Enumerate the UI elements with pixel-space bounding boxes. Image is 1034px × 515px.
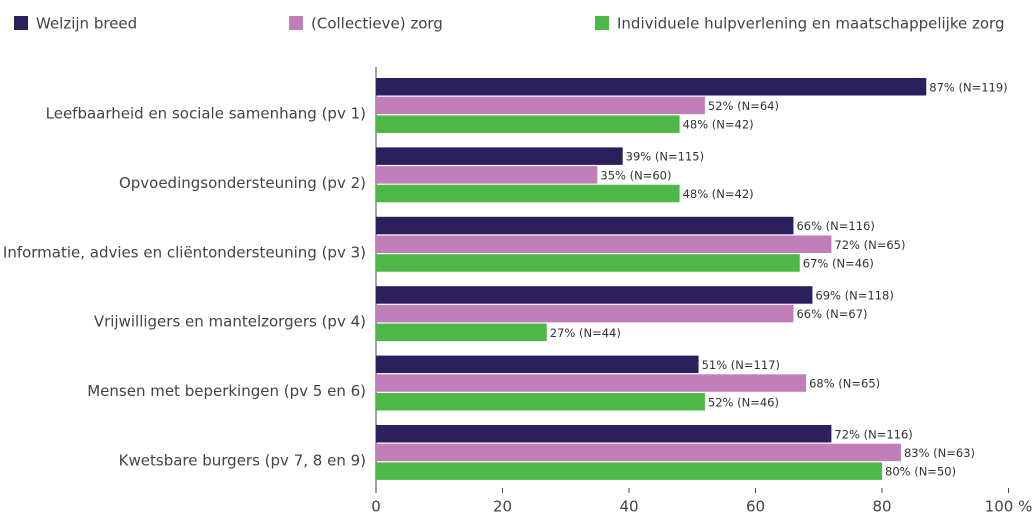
bar bbox=[376, 443, 901, 462]
value-label: 68% (N=65) bbox=[809, 377, 880, 391]
x-tick-label: 40 bbox=[619, 498, 638, 515]
bar bbox=[376, 286, 813, 304]
bar bbox=[376, 254, 800, 272]
bar bbox=[376, 425, 832, 443]
value-label: 69% (N=118) bbox=[815, 288, 893, 302]
value-label: 51% (N=117) bbox=[702, 358, 780, 372]
value-label: 52% (N=64) bbox=[708, 99, 779, 113]
value-label: 67% (N=46) bbox=[803, 256, 874, 270]
legend-swatch bbox=[14, 16, 28, 30]
bar bbox=[376, 166, 598, 184]
value-label: 66% (N=67) bbox=[796, 307, 867, 321]
bar bbox=[376, 216, 794, 235]
category-label: Mensen met beperkingen (pv 5 en 6) bbox=[87, 382, 366, 400]
value-label: 35% (N=60) bbox=[600, 168, 671, 182]
bar bbox=[376, 184, 680, 203]
bar bbox=[376, 355, 699, 374]
bar bbox=[376, 115, 680, 133]
legend-swatch bbox=[595, 16, 609, 30]
bar bbox=[376, 96, 705, 115]
value-label: 72% (N=116) bbox=[834, 427, 912, 441]
value-label: 52% (N=46) bbox=[708, 395, 779, 409]
legend-swatch bbox=[289, 16, 303, 30]
x-tick-label: 60 bbox=[746, 498, 765, 515]
x-tick-label: 80 bbox=[872, 498, 891, 515]
bar bbox=[376, 235, 832, 253]
value-label: 80% (N=50) bbox=[885, 465, 956, 479]
category-label: Vrijwilligers en mantelzorgers (pv 4) bbox=[94, 313, 366, 331]
value-label: 48% (N=42) bbox=[683, 118, 754, 132]
legend-label: Individuele hulpverlening en maatschappe… bbox=[617, 15, 1004, 33]
value-label: 72% (N=65) bbox=[834, 238, 905, 252]
bar bbox=[376, 147, 623, 165]
value-label: 87% (N=119) bbox=[929, 80, 1007, 94]
bar bbox=[376, 323, 547, 342]
category-label: Kwetsbare burgers (pv 7, 8 en 9) bbox=[119, 452, 366, 470]
bar bbox=[376, 393, 705, 411]
bar bbox=[376, 304, 794, 323]
value-label: 48% (N=42) bbox=[683, 187, 754, 201]
category-label: Informatie, advies en cliëntondersteunin… bbox=[3, 243, 366, 261]
bar bbox=[376, 374, 807, 392]
category-label: Opvoedingsondersteuning (pv 2) bbox=[119, 174, 366, 192]
x-tick-label: 100 % bbox=[985, 498, 1033, 515]
legend-label: Welzijn breed bbox=[36, 15, 137, 33]
value-label: 83% (N=63) bbox=[904, 446, 975, 460]
bar bbox=[376, 462, 882, 480]
x-tick-label: 0 bbox=[371, 498, 381, 515]
value-label: 66% (N=116) bbox=[796, 219, 874, 233]
category-label: Leefbaarheid en sociale samenhang (pv 1) bbox=[46, 105, 366, 123]
bar bbox=[376, 78, 927, 96]
legend-label: (Collectieve) zorg bbox=[311, 15, 443, 33]
value-label: 27% (N=44) bbox=[550, 326, 621, 340]
value-label: 39% (N=115) bbox=[626, 150, 704, 164]
x-tick-label: 20 bbox=[493, 498, 512, 515]
